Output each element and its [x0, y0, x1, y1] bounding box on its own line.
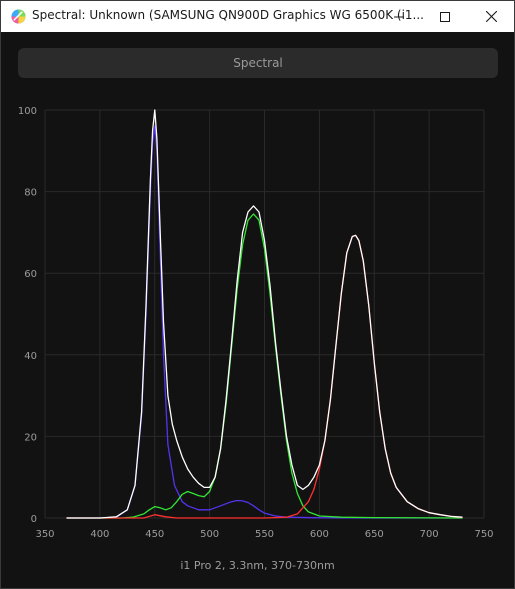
y-tick-label: 0 — [31, 514, 37, 525]
x-tick-label: 750 — [474, 529, 493, 540]
y-tick-label: 20 — [24, 432, 37, 443]
maximize-button[interactable] — [422, 1, 468, 32]
spectral-chart: 350 400 450 500 550 600 650 700 750 0 20 40 60 80 100 — [18, 106, 494, 540]
close-icon — [485, 11, 497, 22]
y-tick-label: 100 — [18, 106, 37, 117]
close-button[interactable] — [468, 1, 514, 32]
x-tick-label: 700 — [420, 529, 439, 540]
x-tick-label: 650 — [365, 529, 384, 540]
color-wheel-icon — [11, 9, 26, 24]
x-tick-label: 600 — [310, 529, 329, 540]
x-tick-label: 450 — [145, 529, 164, 540]
spectral-curve-3 — [66, 109, 463, 519]
y-tick-label: 40 — [24, 351, 37, 362]
y-tick-label: 80 — [24, 188, 37, 199]
title-bar[interactable]: Spectral: Unknown (SAMSUNG QN900D Graphi… — [1, 1, 514, 32]
instrument-caption: i1 Pro 2, 3.3nm, 370-730nm — [180, 559, 335, 572]
minimize-icon — [394, 16, 404, 17]
x-tick-label: 550 — [255, 529, 274, 540]
x-tick-label: 350 — [35, 529, 54, 540]
y-tick-label: 60 — [24, 269, 37, 280]
window-title: Spectral: Unknown (SAMSUNG QN900D Graphi… — [32, 8, 424, 22]
x-tick-label: 400 — [90, 529, 109, 540]
x-tick-label: 500 — [200, 529, 219, 540]
minimize-button[interactable] — [376, 1, 422, 32]
maximize-icon — [440, 11, 450, 22]
spectral-mode-button[interactable]: Spectral — [18, 48, 498, 78]
